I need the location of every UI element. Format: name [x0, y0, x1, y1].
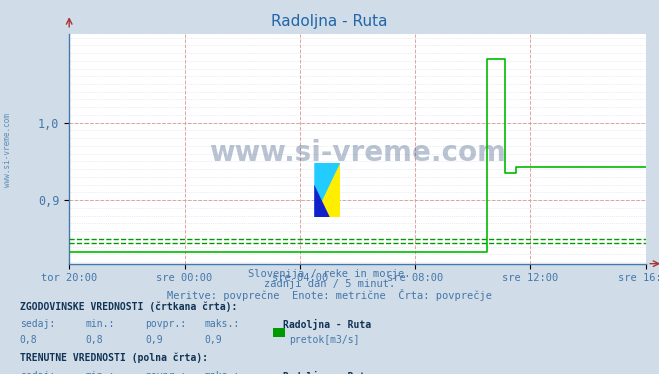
Text: pretok[m3/s]: pretok[m3/s] — [289, 335, 359, 345]
Text: Radoljna - Ruta: Radoljna - Ruta — [283, 319, 372, 330]
Text: povpr.:: povpr.: — [145, 319, 186, 329]
Text: sedaj:: sedaj: — [20, 371, 55, 374]
Text: Radoljna - Ruta: Radoljna - Ruta — [272, 14, 387, 29]
Text: povpr.:: povpr.: — [145, 371, 186, 374]
Text: Meritve: povprečne  Enote: metrične  Črta: povprečje: Meritve: povprečne Enote: metrične Črta:… — [167, 289, 492, 301]
Text: 0,8: 0,8 — [86, 335, 103, 345]
Text: ZGODOVINSKE VREDNOSTI (črtkana črta):: ZGODOVINSKE VREDNOSTI (črtkana črta): — [20, 301, 237, 312]
Text: sedaj:: sedaj: — [20, 319, 55, 329]
Text: maks.:: maks.: — [204, 319, 239, 329]
Text: min.:: min.: — [86, 371, 115, 374]
Text: 0,9: 0,9 — [204, 335, 222, 345]
Text: www.si-vreme.com: www.si-vreme.com — [3, 113, 13, 187]
Text: Slovenija / reke in morje.: Slovenija / reke in morje. — [248, 269, 411, 279]
Text: Radoljna - Ruta: Radoljna - Ruta — [283, 371, 372, 374]
Text: zadnji dan / 5 minut.: zadnji dan / 5 minut. — [264, 279, 395, 289]
Text: maks.:: maks.: — [204, 371, 239, 374]
Text: TRENUTNE VREDNOSTI (polna črta):: TRENUTNE VREDNOSTI (polna črta): — [20, 353, 208, 363]
Text: min.:: min.: — [86, 319, 115, 329]
Text: 0,9: 0,9 — [145, 335, 163, 345]
Text: 0,8: 0,8 — [20, 335, 38, 345]
Text: www.si-vreme.com: www.si-vreme.com — [209, 139, 506, 167]
